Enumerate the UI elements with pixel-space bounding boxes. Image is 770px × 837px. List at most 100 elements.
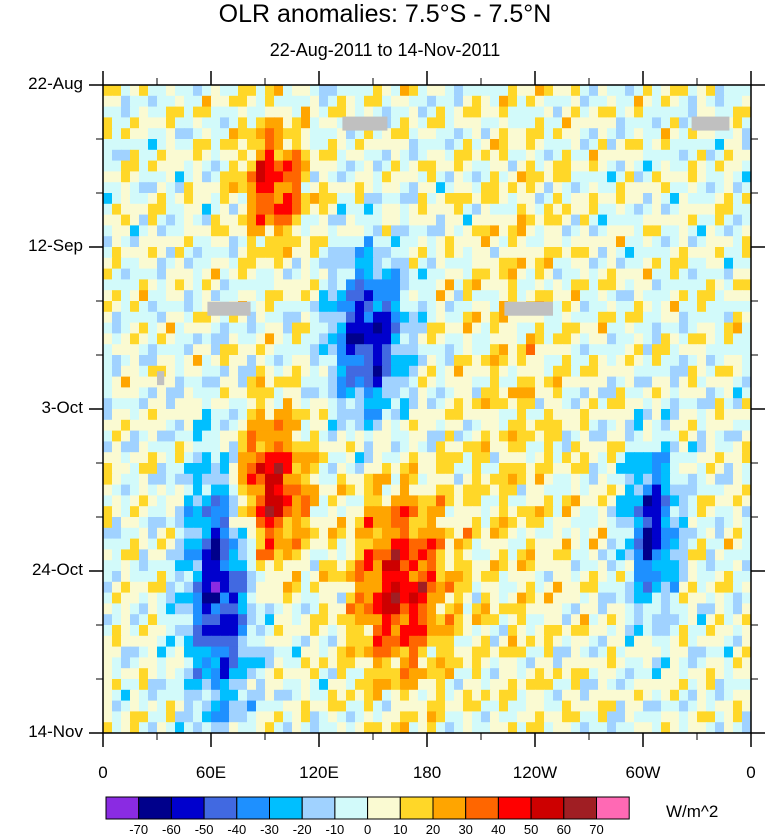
field-cell xyxy=(283,344,293,356)
field-cell xyxy=(634,603,644,615)
field-cell xyxy=(301,603,311,615)
field-cell xyxy=(616,333,626,345)
field-cell xyxy=(319,106,329,118)
field-cell xyxy=(121,409,131,421)
field-cell xyxy=(670,139,680,151)
field-cell xyxy=(364,355,374,367)
field-cell xyxy=(472,506,482,518)
field-cell xyxy=(742,517,751,529)
field-cell xyxy=(184,581,194,594)
field-cell xyxy=(247,430,257,442)
field-cell xyxy=(301,430,311,442)
field-cell xyxy=(670,322,680,334)
field-cell xyxy=(400,430,410,442)
field-cell xyxy=(715,517,725,529)
field-cell xyxy=(310,517,320,529)
field-cell xyxy=(688,635,698,648)
field-cell xyxy=(706,689,716,702)
field-cell xyxy=(112,506,122,518)
field-cell xyxy=(238,473,248,486)
field-cell xyxy=(346,149,356,162)
field-cell xyxy=(373,441,383,453)
field-cell xyxy=(418,441,428,453)
field-cell xyxy=(661,581,671,594)
field-cell xyxy=(184,257,194,270)
field-cell xyxy=(463,311,473,324)
field-cell xyxy=(238,139,248,151)
field-cell xyxy=(571,571,581,583)
field-cell xyxy=(688,484,698,496)
field-cell xyxy=(355,473,365,486)
field-cell xyxy=(328,203,338,216)
field-cell xyxy=(382,247,392,259)
field-cell xyxy=(202,571,212,583)
field-cell xyxy=(625,128,635,140)
field-cell xyxy=(247,182,257,194)
field-cell xyxy=(139,538,149,550)
field-cell xyxy=(715,301,725,313)
field-cell xyxy=(292,398,302,410)
field-cell xyxy=(445,279,455,291)
field-cell xyxy=(211,182,221,194)
field-cell xyxy=(319,257,329,270)
field-cell xyxy=(589,301,599,313)
field-cell xyxy=(580,538,590,550)
field-cell xyxy=(670,128,680,140)
field-cell xyxy=(103,679,113,691)
field-cell xyxy=(157,603,167,615)
field-cell xyxy=(337,182,347,194)
field-cell xyxy=(706,311,716,324)
field-cell xyxy=(184,473,194,486)
field-cell xyxy=(427,344,437,356)
field-cell xyxy=(409,225,419,237)
field-cell xyxy=(319,484,329,496)
field-cell xyxy=(535,128,545,140)
field-cell xyxy=(670,603,680,615)
field-cell xyxy=(490,128,500,140)
field-cell xyxy=(526,225,536,237)
field-cell xyxy=(571,203,581,216)
field-cell xyxy=(652,214,662,226)
field-cell xyxy=(283,247,293,259)
field-cell xyxy=(445,409,455,421)
field-cell xyxy=(247,657,257,669)
field-cell xyxy=(508,279,518,291)
field-cell xyxy=(598,247,608,259)
field-cell xyxy=(562,128,572,140)
field-cell xyxy=(634,365,644,378)
field-cell xyxy=(742,149,751,162)
field-cell xyxy=(427,495,437,507)
field-cell xyxy=(355,160,365,172)
field-cell xyxy=(256,398,266,410)
field-cell xyxy=(580,484,590,496)
field-cell xyxy=(409,711,419,723)
field-cell xyxy=(328,603,338,615)
field-cell xyxy=(265,538,275,550)
field-cell xyxy=(130,95,140,108)
field-cell xyxy=(139,603,149,615)
field-cell xyxy=(391,95,401,108)
field-cell xyxy=(373,473,383,486)
field-cell xyxy=(616,268,626,280)
field-cell xyxy=(463,506,473,518)
field-cell xyxy=(337,549,347,561)
field-cell xyxy=(571,333,581,345)
field-cell xyxy=(445,355,455,367)
field-cell xyxy=(193,106,203,118)
field-cell xyxy=(328,538,338,550)
field-cell xyxy=(355,506,365,518)
field-cell xyxy=(643,355,653,367)
field-cell xyxy=(265,236,275,248)
field-cell xyxy=(436,225,446,237)
field-cell xyxy=(643,268,653,280)
field-cell xyxy=(652,247,662,259)
field-cell xyxy=(670,268,680,280)
field-cell xyxy=(679,268,689,280)
field-cell xyxy=(301,625,311,637)
field-cell xyxy=(292,290,302,302)
field-cell xyxy=(472,646,482,658)
field-cell xyxy=(589,279,599,291)
field-cell xyxy=(337,452,347,464)
field-cell xyxy=(715,560,725,572)
